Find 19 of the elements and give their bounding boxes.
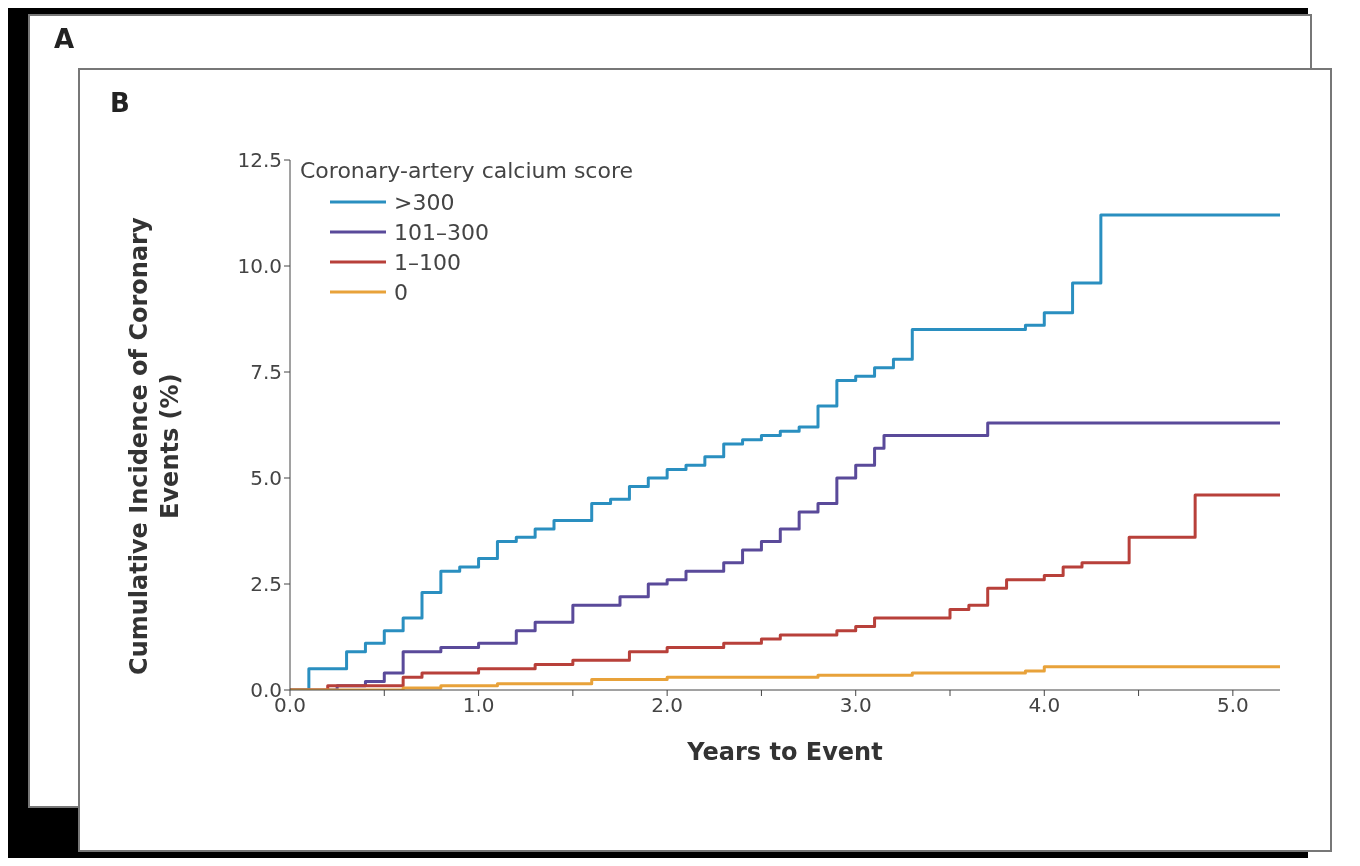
x-axis-title: Years to Event: [686, 738, 883, 766]
legend-title: Coronary-artery calcium score: [300, 158, 634, 183]
y-tick-label: 12.5: [237, 148, 282, 173]
legend-label: 101–300: [394, 219, 489, 245]
x-tick-label: 2.0: [651, 693, 684, 718]
y-axis-title: Cumulative Incidence of Coronary Events (%): [123, 216, 185, 677]
y-tick-label: 5.0: [250, 466, 282, 491]
y-tick-label: 2.5: [250, 572, 282, 597]
x-tick-label: 5.0: [1216, 693, 1249, 718]
y-tick-label: 7.5: [250, 360, 282, 385]
x-tick-label: 3.0: [839, 693, 872, 718]
x-tick-label: 1.0: [462, 693, 495, 718]
text: A: [54, 24, 75, 54]
chart-title: B: [110, 88, 130, 118]
legend-label: 1–100: [394, 249, 461, 275]
x-tick-label: 4.0: [1028, 693, 1061, 718]
legend-label: >300: [394, 189, 455, 215]
y-tick-label: 10.0: [237, 254, 282, 279]
legend-label: 0: [394, 279, 408, 305]
